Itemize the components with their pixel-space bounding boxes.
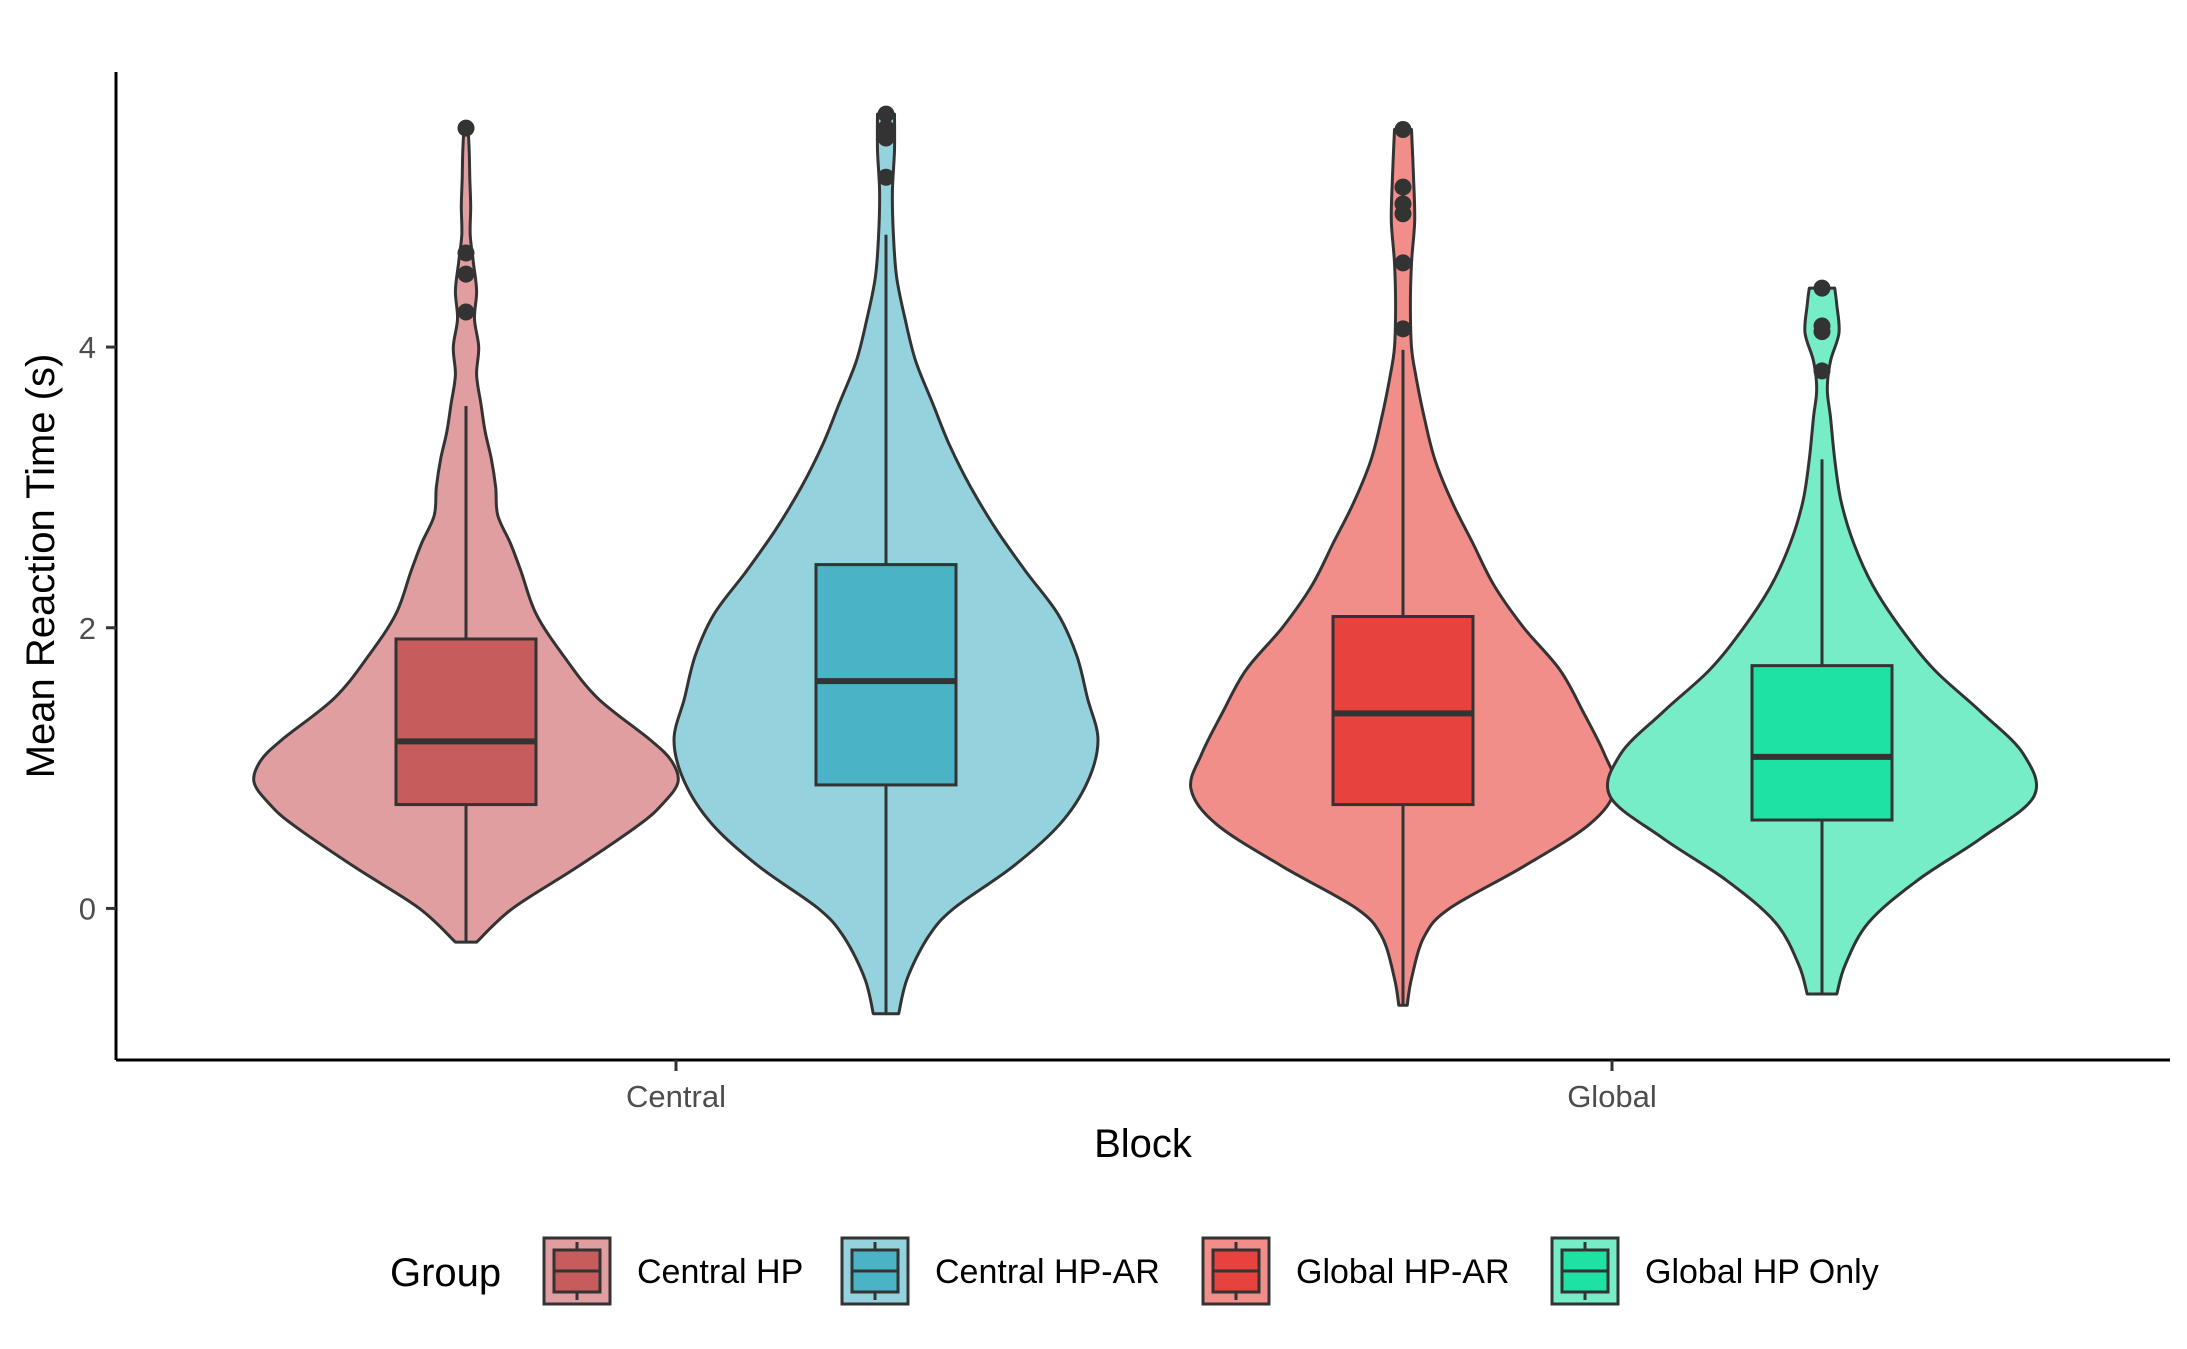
- legend-label: Global HP Only: [1645, 1253, 1879, 1291]
- legend-label: Central HP-AR: [935, 1253, 1160, 1291]
- outlier-point: [1394, 254, 1412, 272]
- legend-label: Global HP-AR: [1296, 1253, 1510, 1291]
- legend-key: [1201, 1236, 1271, 1306]
- violin-group: [252, 119, 680, 944]
- outlier-point: [457, 119, 475, 137]
- axes: [114, 72, 2170, 1062]
- legend-label: Central HP: [637, 1253, 803, 1291]
- outlier-point: [457, 265, 475, 283]
- outlier-point: [877, 105, 895, 123]
- legend-key: [542, 1236, 612, 1306]
- box: [814, 563, 958, 787]
- y-tick-label: 0: [79, 891, 96, 926]
- x-tick-label: Central: [626, 1079, 726, 1114]
- outlier-point: [877, 119, 895, 137]
- violin-layer: [252, 105, 2039, 1016]
- legend-title: Group: [390, 1251, 501, 1295]
- outlier-point: [1813, 279, 1831, 297]
- outlier-point: [1394, 320, 1412, 338]
- box: [1750, 664, 1894, 822]
- outlier-point: [457, 244, 475, 262]
- legend: Group Central HP Central HP-AR Global HP-A…: [390, 1236, 1879, 1306]
- box: [394, 637, 538, 807]
- outlier-point: [457, 303, 475, 321]
- violin-group: [672, 105, 1100, 1016]
- outlier-point: [1813, 362, 1831, 380]
- legend-key: [840, 1236, 910, 1306]
- outlier-point: [1394, 178, 1412, 196]
- legend-key: [1550, 1236, 1620, 1306]
- y-ticks: 0 2 4: [79, 330, 116, 926]
- x-axis-title: Block: [1094, 1122, 1193, 1166]
- y-tick-label: 4: [79, 330, 96, 365]
- y-tick-label: 2: [79, 611, 96, 646]
- outlier-point: [1394, 121, 1412, 139]
- violin-group: [1189, 121, 1617, 1007]
- x-ticks: Central Global: [626, 1060, 1657, 1114]
- outlier-point: [877, 168, 895, 186]
- outlier-point: [1394, 195, 1412, 213]
- x-tick-label: Global: [1567, 1079, 1657, 1114]
- outlier-point: [1813, 317, 1831, 335]
- violin-group: [1605, 279, 2039, 996]
- y-axis-title: Mean Reaction Time (s): [19, 354, 63, 779]
